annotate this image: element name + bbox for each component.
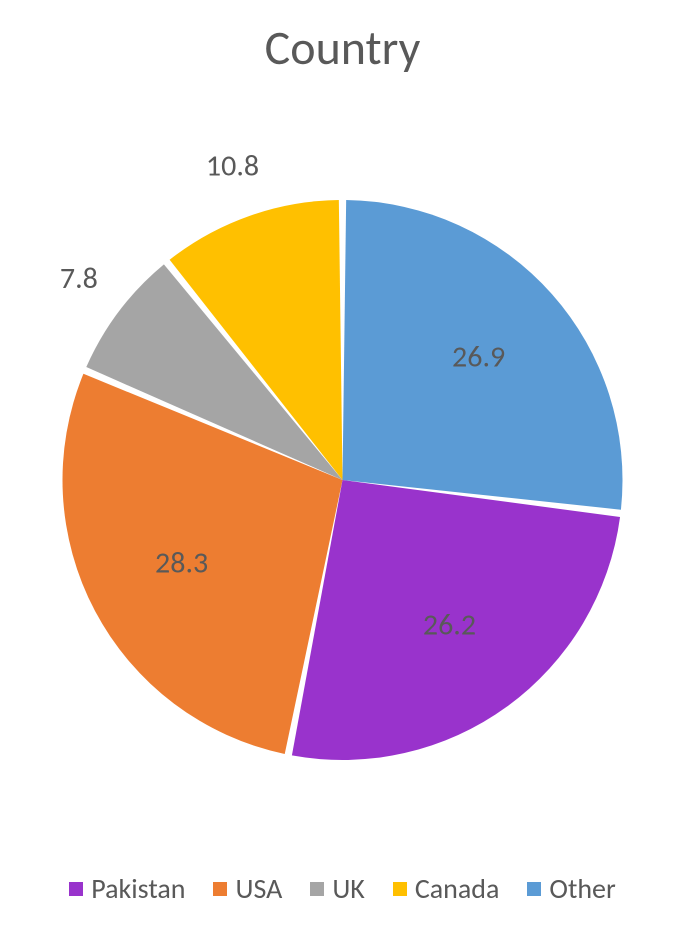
legend-label: Pakistan [91,871,185,906]
chart-title: Country [0,18,685,77]
pie-chart: 26.9 26.2 28.3 7.8 10.8 [0,120,685,820]
slice-label: 10.8 [206,148,259,185]
legend-item: UK [310,871,365,906]
legend-item: Other [527,871,615,906]
slice-label: 26.2 [423,606,476,643]
legend-swatch [527,882,541,896]
legend-item: USA [213,871,282,906]
slice-label: 28.3 [155,544,208,581]
chart-container: Country 26.9 26.2 28.3 7.8 10.8 Pakistan USA U… [0,0,685,926]
pie-area: 26.9 26.2 28.3 7.8 10.8 [0,120,685,820]
legend-swatch [393,882,407,896]
legend-item: Canada [393,871,500,906]
legend-item: Pakistan [69,871,185,906]
legend-swatch [213,882,227,896]
legend-swatch [310,882,324,896]
legend-label: USA [235,871,282,906]
legend: Pakistan USA UK Canada Other [0,871,685,906]
legend-label: Canada [415,871,500,906]
legend-swatch [69,882,83,896]
slice-label: 7.8 [60,260,98,297]
slice-label: 26.9 [452,338,505,375]
legend-label: Other [549,871,615,906]
legend-label: UK [332,871,365,906]
